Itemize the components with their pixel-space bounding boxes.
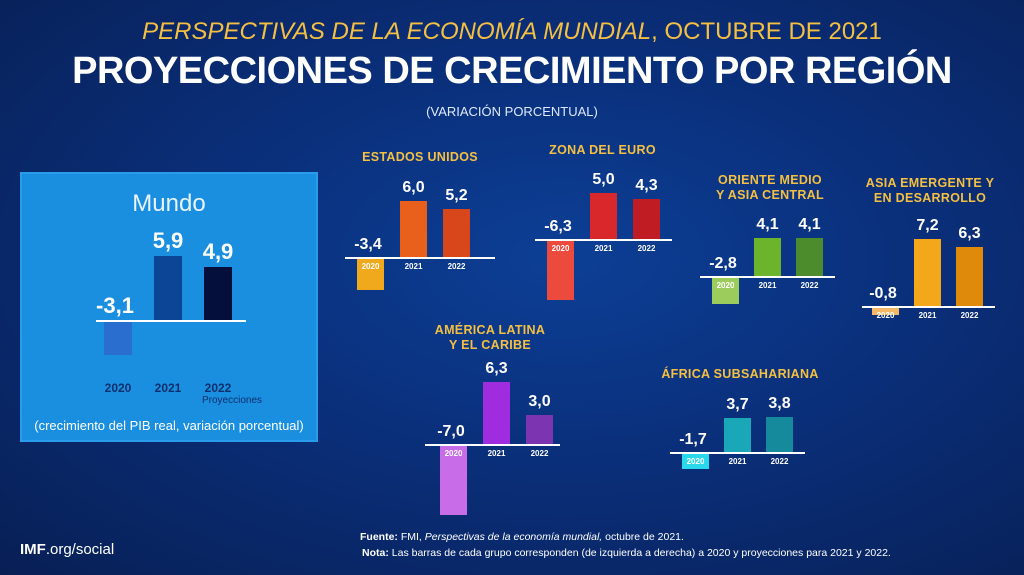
region-title-5: AMÉRICA LATINA Y EL CARIBE [434, 323, 546, 352]
bar [914, 238, 941, 307]
year-label: 2020 [361, 262, 380, 271]
value-label: -7,0 [437, 423, 465, 440]
value-label: -0,8 [869, 285, 897, 302]
bar [357, 258, 384, 291]
bar [796, 238, 823, 277]
year-label: 2020 [551, 244, 570, 253]
world-title: Mundo [132, 190, 206, 217]
year-label: 2022 [204, 381, 232, 395]
world-note: (crecimiento del PIB real, variación por… [34, 418, 304, 433]
region-title-1: ESTADOS UNIDOS [362, 150, 478, 164]
value-label: 3,7 [726, 395, 749, 413]
bar [154, 256, 182, 321]
bar [590, 192, 617, 240]
year-label: 2020 [686, 457, 705, 466]
year-label: 2022 [800, 281, 819, 290]
region-title-2: ZONA DEL EURO [549, 143, 656, 157]
value-label: 6,0 [402, 179, 425, 196]
baseline [345, 257, 495, 259]
year-label: 2021 [758, 281, 777, 290]
value-label: 4,1 [756, 216, 779, 234]
year-label: 2021 [404, 262, 423, 271]
year-label: 2021 [154, 381, 182, 395]
source-label: Fuente: [360, 531, 398, 543]
value-label: -6,3 [544, 218, 572, 235]
year-label: 2021 [594, 244, 613, 253]
imf-url: .org/social [45, 541, 115, 558]
bar [547, 240, 574, 300]
baseline [670, 452, 805, 454]
value-label: 7,2 [916, 216, 939, 234]
bar [766, 416, 793, 453]
year-label: 2022 [637, 244, 656, 253]
region-title-4: ASIA EMERGENTE Y EN DESARROLLO [865, 176, 995, 205]
source-text: FMI, [397, 531, 425, 543]
baseline [96, 320, 246, 322]
source-title: Perspectivas de la economía mundial, [424, 531, 603, 543]
baseline [862, 306, 995, 308]
value-label: -3,4 [354, 236, 382, 253]
value-label: 4,9 [202, 239, 234, 265]
bar [712, 277, 739, 304]
year-label: 2022 [530, 449, 549, 458]
year-label: 2022 [960, 311, 979, 320]
value-label: 5,2 [445, 186, 468, 204]
region-title-6: ÁFRICA SUBSAHARIANA [661, 367, 819, 381]
note-label: Nota: [362, 547, 389, 559]
bar [682, 453, 709, 470]
bar [724, 417, 751, 453]
bar [754, 238, 781, 277]
supertitle: PERSPECTIVAS DE LA ECONOMÍA MUNDIAL, OCT… [0, 18, 1024, 46]
baseline [535, 239, 672, 241]
bar [956, 247, 983, 307]
supertitle-rest: , OCTUBRE DE 2021 [651, 18, 882, 45]
year-label: 2020 [104, 381, 132, 395]
value-label: -1,7 [679, 431, 707, 448]
bar [104, 321, 132, 356]
value-label: 6,3 [485, 360, 508, 377]
value-label: 4,3 [635, 177, 658, 195]
supertitle-italic: PERSPECTIVAS DE LA ECONOMÍA MUNDIAL [142, 18, 652, 45]
bar [204, 267, 232, 321]
imf-social-link[interactable]: IMF.org/social [20, 541, 114, 558]
source-date: octubre de 2021. [602, 531, 684, 543]
bar [872, 307, 899, 315]
value-label: 3,8 [768, 394, 791, 412]
bar [633, 199, 660, 240]
subtitle: (VARIACIÓN PORCENTUAL) [426, 104, 598, 119]
projections-label: Proyecciones [202, 395, 263, 406]
year-label: 2022 [770, 457, 789, 466]
imf-logo-text: IMF [20, 541, 46, 558]
year-label: 2022 [447, 262, 466, 271]
year-label: 2020 [876, 311, 895, 320]
value-label: -3,1 [96, 293, 134, 318]
note-text: Las barras de cada grupo corresponden (d… [388, 547, 891, 559]
bar [526, 415, 553, 445]
region-title-3: ORIENTE MEDIO Y ASIA CENTRAL [716, 173, 824, 202]
bar [400, 201, 427, 258]
value-label: 3,0 [528, 393, 551, 410]
bar [483, 382, 510, 445]
year-label: 2020 [444, 449, 463, 458]
value-label: 5,0 [592, 170, 615, 188]
year-label: 2021 [487, 449, 506, 458]
note: Nota: Las barras de cada grupo correspon… [362, 547, 891, 559]
value-label: 6,3 [958, 225, 981, 243]
value-label: 4,1 [798, 216, 821, 234]
year-label: 2021 [918, 311, 937, 320]
bar [443, 208, 470, 258]
value-label: -2,8 [709, 255, 737, 272]
bar [440, 445, 467, 515]
source-note: Fuente: FMI, Perspectivas de la economía… [360, 531, 684, 543]
baseline [425, 444, 560, 446]
value-label: 5,9 [152, 228, 184, 254]
year-label: 2021 [728, 457, 747, 466]
year-label: 2020 [716, 281, 735, 290]
baseline [700, 276, 835, 278]
page-title: PROYECCIONES DE CRECIMIENTO POR REGIÓN [72, 50, 952, 92]
